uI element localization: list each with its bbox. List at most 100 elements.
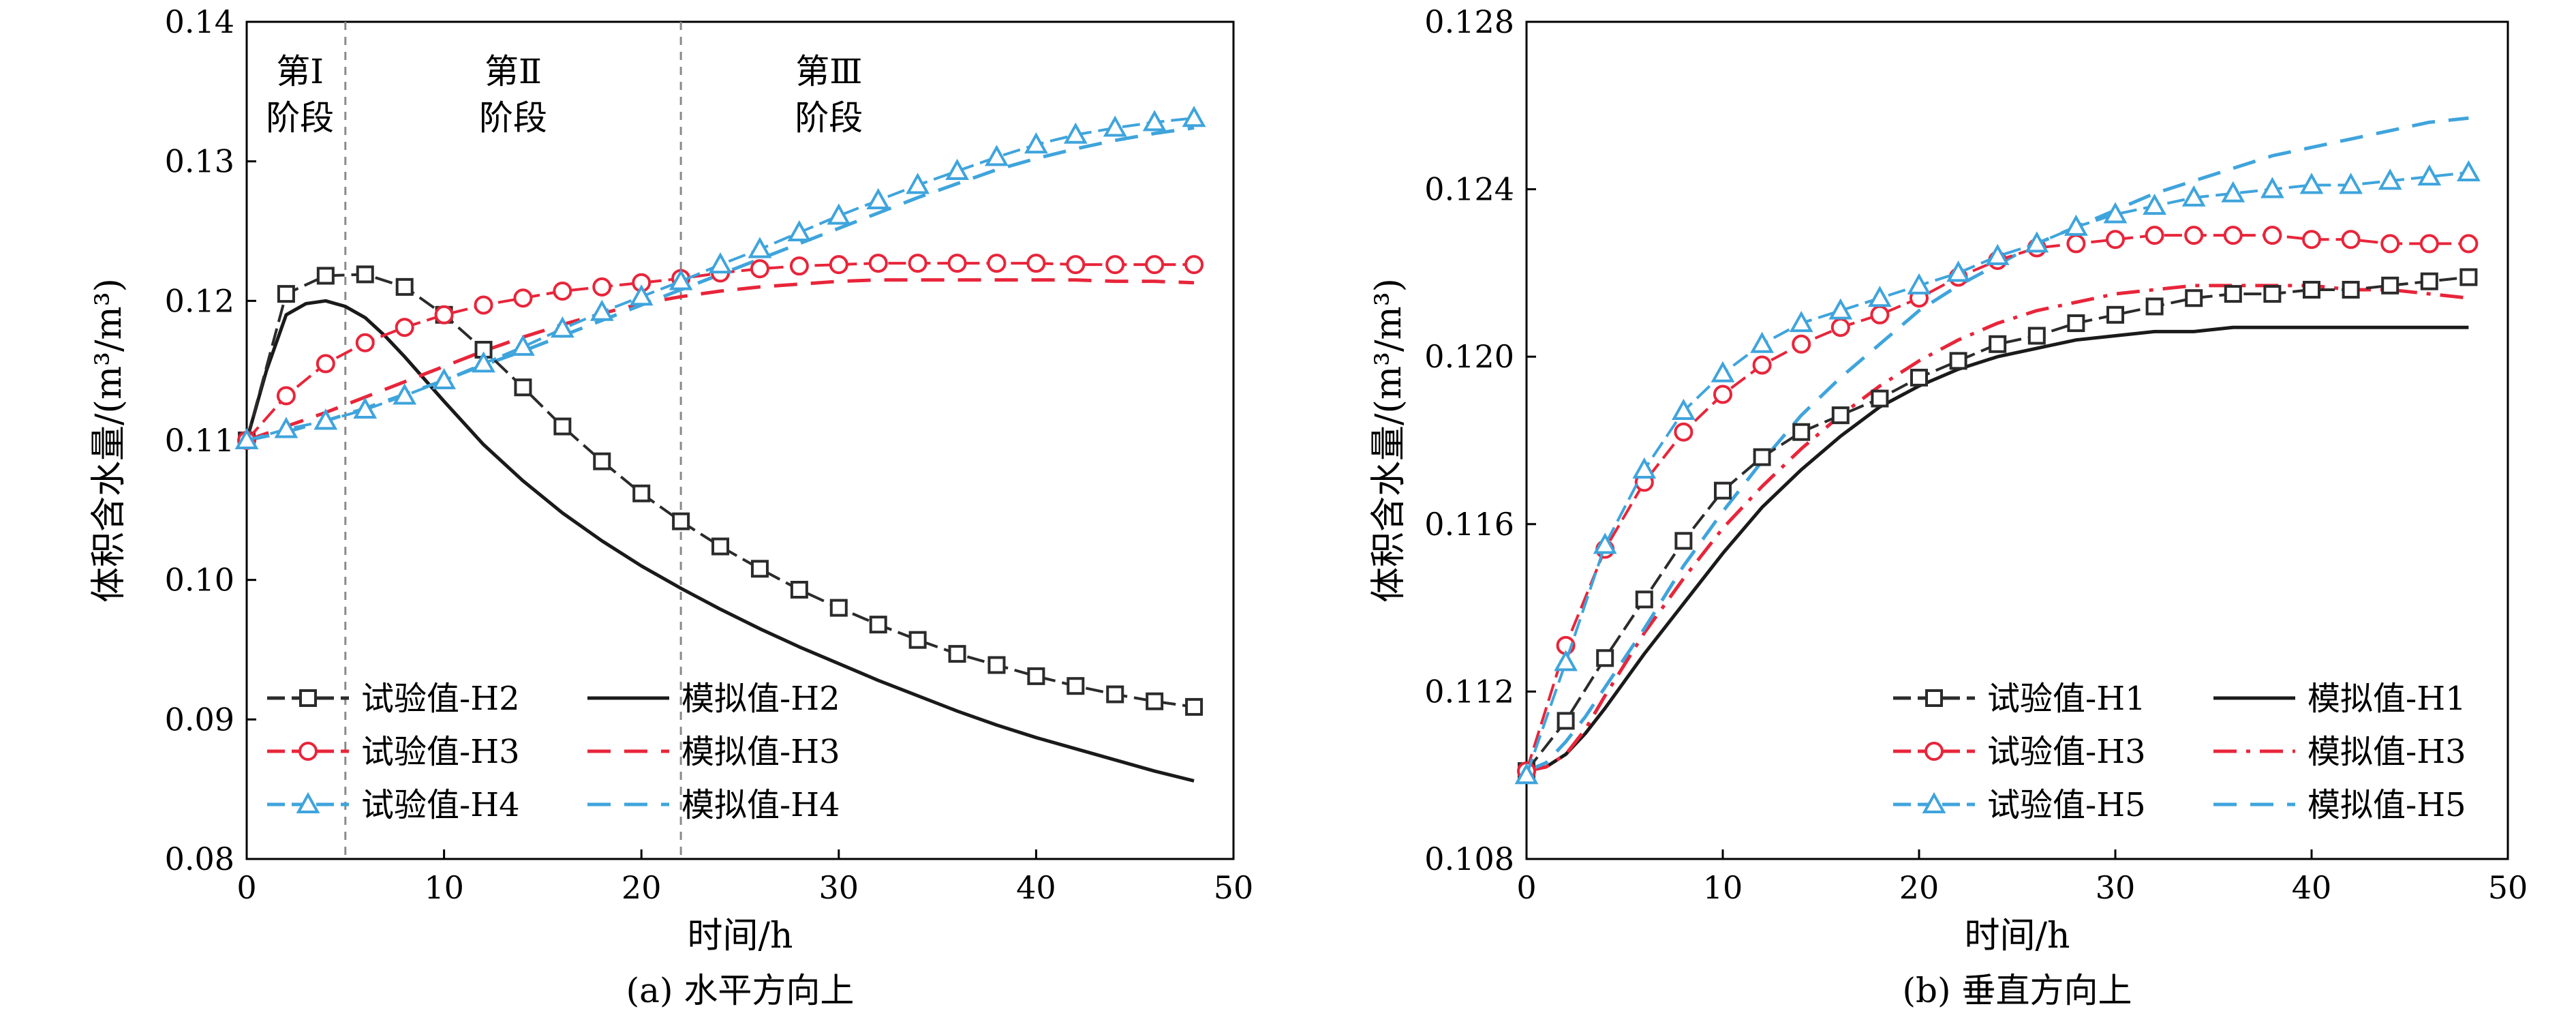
b-series--h5measured-point-7 <box>1789 310 1813 333</box>
a-legend-item-0-0: 试验值-H2 <box>267 680 520 718</box>
b-series--h3measured-point-9 <box>1870 305 1890 325</box>
b-x-tick-label-5: 50 <box>2488 869 2528 906</box>
b-series--h1measured-point-10 <box>1910 368 1928 387</box>
b-series--h3measured-point-16 <box>2145 226 2164 245</box>
b-legend-label-1-0: 模拟值-H1 <box>2307 680 2466 718</box>
b-legend-item-0-1: 试验值-H3 <box>1893 733 2146 771</box>
b-legend-item-1-0: 模拟值-H1 <box>2213 680 2466 718</box>
chart-b-series <box>1514 116 2481 785</box>
a-series--h4measured-point-9 <box>589 299 614 321</box>
b-legend-item-0-2: 试验值-H5 <box>1893 786 2146 824</box>
a-series--h2measured-point-8 <box>553 417 572 436</box>
a-series--h4measured-point-24 <box>1182 106 1206 127</box>
b-series--h5measured-point-12 <box>1985 243 2010 265</box>
a-series--h2measured-point-1 <box>277 285 295 303</box>
b-series--h1measured-point-2 <box>1596 649 1614 667</box>
b-series--h3simulated-line <box>1526 284 2469 773</box>
b-series--h3measured-point-21 <box>2341 230 2361 250</box>
b-series--h3measured-point-20 <box>2302 230 2321 250</box>
b-series--h5measured-point-0 <box>1514 763 1539 785</box>
b-series--h3measured-point-4 <box>1674 422 1693 442</box>
b-series--h3measured-point-14 <box>2066 234 2086 254</box>
chart-a-x-axis-label: 时间/h <box>687 916 793 956</box>
a-series--h3measured-point-24 <box>1184 255 1204 275</box>
a-series--h4measured-point-16 <box>866 187 891 209</box>
a-series--h2measured-point-23 <box>1146 692 1164 710</box>
b-series--h5measured-point-17 <box>2181 185 2206 207</box>
a-x-tick-label-2: 20 <box>622 869 662 906</box>
b-legend-label-1-1: 模拟值-H3 <box>2307 733 2466 771</box>
a-series--h2measured-point-24 <box>1185 697 1203 716</box>
a-series--h2measured-point-3 <box>356 265 374 284</box>
b-x-tick-label-1: 10 <box>1703 869 1743 906</box>
chart-a-stage-lines <box>344 22 682 859</box>
b-series--h1measured-point-1 <box>1557 712 1575 730</box>
chart-b-legend: 试验值-H1 试验值-H3 试验值-H5 模拟值-H1 模拟值-H3 模拟值-H5 <box>1893 680 2466 824</box>
a-series--h2measured-point-20 <box>1027 667 1045 685</box>
b-series--h1measured-point-22 <box>2381 276 2399 295</box>
a-x-tick-label-5: 50 <box>1214 869 1254 906</box>
a-series--h2measured-point-16 <box>869 616 887 634</box>
a-series--h3measured-point-20 <box>1026 254 1046 273</box>
a-series--h2measured-point-18 <box>948 645 966 663</box>
chart-a-stage-labels: 第Ⅰ 阶段 第Ⅱ 阶段 第Ⅲ 阶段 <box>266 52 863 138</box>
chart-a-ticks: 0 10 20 30 40 50 0.08 0.09 0.10 0.11 0.12 0.13 0.14 <box>165 3 1254 906</box>
a-series--h4measured-point-18 <box>945 158 969 180</box>
b-series--h5measured-point-19 <box>2260 177 2284 198</box>
a-series--h3measured-point-3 <box>355 333 375 352</box>
a-series--h4measured-point-21 <box>1063 122 1088 144</box>
a-stage-label-1-line1: 第Ⅱ <box>485 52 542 91</box>
a-series--h4measured-point-15 <box>827 203 851 225</box>
b-series--h1measured-point-17 <box>2185 289 2203 307</box>
b-series--h1measured-point-13 <box>2027 327 2046 345</box>
chart-b: 0 10 20 30 40 50 0.108 0.112 0.116 0.120 0.124 0.12… <box>1368 3 2528 1010</box>
b-y-tick-label-1: 0.112 <box>1424 673 1514 710</box>
b-x-tick-label-2: 20 <box>1899 869 1939 906</box>
a-series--h4measured-point-17 <box>906 172 930 194</box>
a-legend-item-0-2: 试验值-H4 <box>267 786 520 824</box>
b-legend-label-0-0: 试验值-H1 <box>1987 680 2146 718</box>
b-series--h3measured-point-19 <box>2263 226 2282 245</box>
b-series--h5measured-point-20 <box>2299 172 2324 194</box>
b-series--h5measured-point-15 <box>2103 202 2128 224</box>
a-legend-item-0-1: 试验值-H3 <box>267 733 520 771</box>
b-series--h5measured-point-13 <box>2025 231 2049 253</box>
chart-b-y-axis-label: 体积含水量/(m³/m³) <box>1368 278 1409 603</box>
a-series--h4measured-point-2 <box>313 408 338 430</box>
a-x-tick-label-4: 40 <box>1016 869 1056 906</box>
b-legend-label-0-2: 试验值-H5 <box>1987 786 2146 824</box>
a-legend-label-0-1: 试验值-H3 <box>361 733 520 771</box>
chart-a-caption: (a) 水平方向上 <box>626 971 855 1010</box>
b-y-tick-label-2: 0.116 <box>1424 506 1514 543</box>
b-series--h1measured-point-21 <box>2342 280 2360 299</box>
b-y-tick-label-3: 0.120 <box>1424 338 1514 375</box>
a-series--h4measured-point-6 <box>472 351 495 373</box>
b-legend-label-1-2: 模拟值-H5 <box>2307 786 2466 824</box>
a-series--h3measured-point-5 <box>434 305 454 325</box>
a-series--h3measured-point-16 <box>868 254 888 273</box>
a-series--h2measured-point-2 <box>316 267 335 285</box>
a-x-tick-label-0: 0 <box>236 869 256 906</box>
a-series--h4measured-point-7 <box>511 334 535 356</box>
a-legend-marker-0-1-point-0 <box>298 742 318 761</box>
b-x-tick-label-0: 0 <box>1516 869 1536 906</box>
a-series--h4measured-point-20 <box>1024 132 1048 154</box>
b-series--h5measured-point-4 <box>1671 398 1696 421</box>
b-series--h3measured-point-5 <box>1713 384 1732 404</box>
a-series--h2measured-point-13 <box>750 560 769 578</box>
b-legend-item-0-0: 试验值-H1 <box>1893 680 2146 718</box>
b-series--h5measured-point-9 <box>1867 286 1892 307</box>
a-series--h2measured-point-4 <box>395 277 414 296</box>
a-series--h4measured-point-10 <box>629 284 654 306</box>
b-series--h5measured-point-18 <box>2221 181 2245 202</box>
a-series--h3measured-point-4 <box>395 318 414 337</box>
a-series--h2measured-point-22 <box>1106 685 1124 704</box>
b-legend-marker-0-0-point-0 <box>1925 689 1943 707</box>
a-series--h3measured-point-17 <box>908 254 927 273</box>
b-series--h1measured-point-3 <box>1635 590 1653 609</box>
a-series--h3measured-point-8 <box>553 282 572 301</box>
b-series--h5measured-point-2 <box>1593 532 1617 554</box>
a-series--h3measured-point-23 <box>1145 255 1165 275</box>
b-series--h1measured-point-23 <box>2420 272 2438 290</box>
